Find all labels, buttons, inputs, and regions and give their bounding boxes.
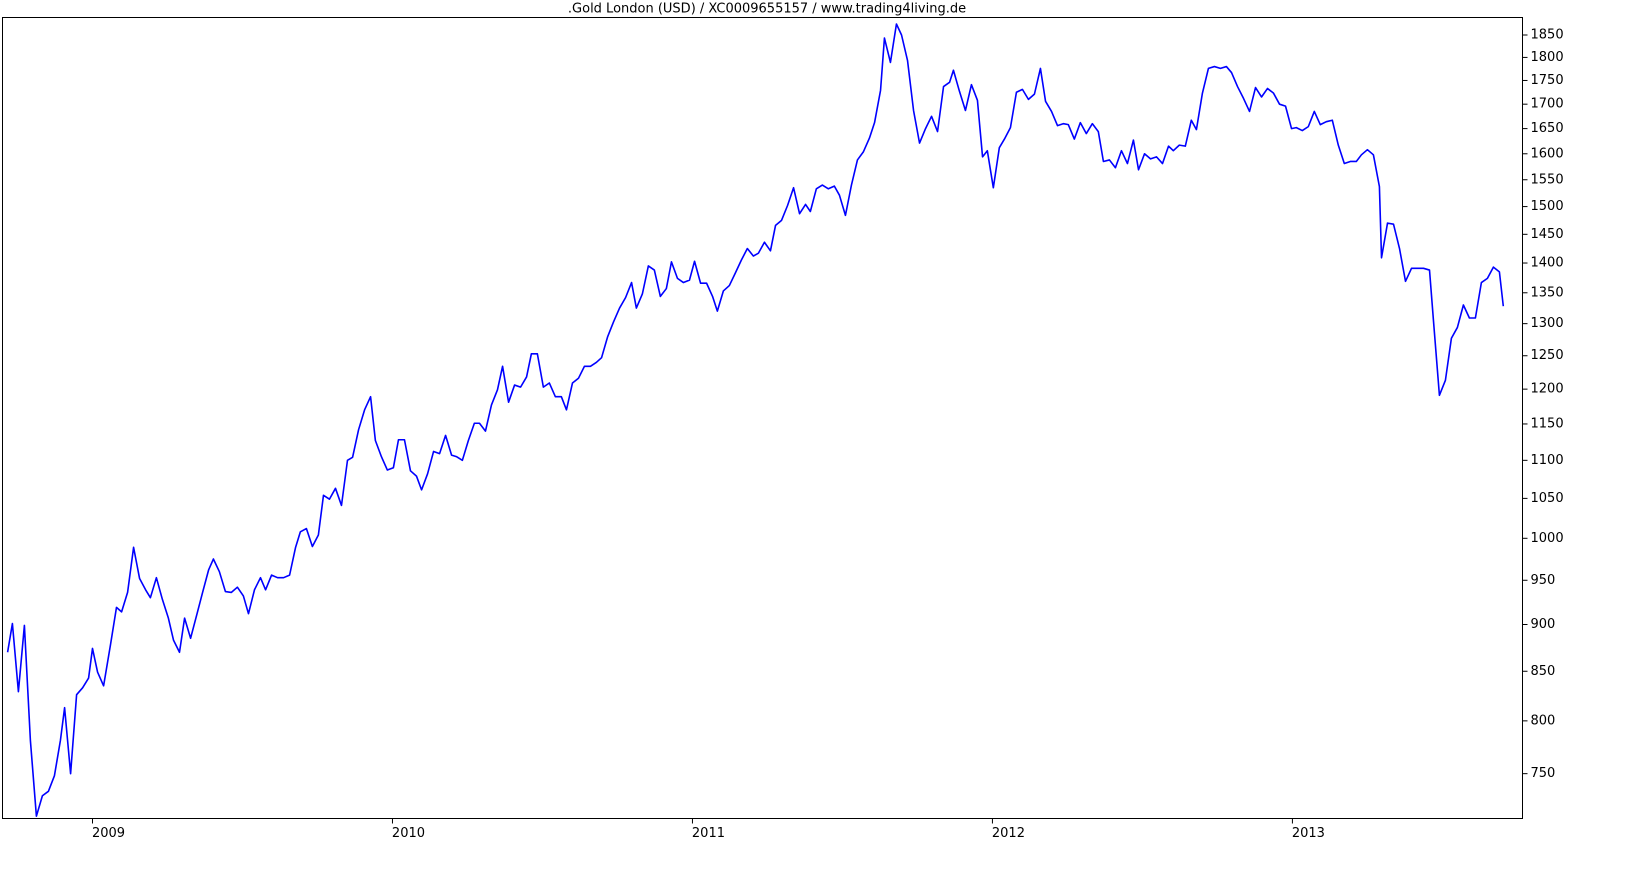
x-tick-label: 2009: [92, 826, 125, 841]
x-tick-label: 2011: [692, 826, 725, 841]
y-tick-label: 1650: [1531, 121, 1564, 136]
plot-frame: [2, 17, 1523, 819]
y-tick-label: 1400: [1531, 256, 1564, 271]
y-tick-label: 1300: [1531, 316, 1564, 331]
y-tick-label: 950: [1531, 573, 1556, 588]
y-tick-label: 1450: [1531, 227, 1564, 242]
y-tick-label: 1000: [1531, 531, 1564, 546]
price-line: [6, 23, 1505, 817]
y-tick-label: 850: [1531, 664, 1556, 679]
x-tick-label: 2012: [992, 826, 1025, 841]
y-tick-label: 1050: [1531, 491, 1564, 506]
y-tick-label: 1250: [1531, 348, 1564, 363]
y-tick-label: 1350: [1531, 285, 1564, 300]
y-tick-label: 1600: [1531, 146, 1564, 161]
y-tick-label: 800: [1531, 713, 1556, 728]
y-tick-label: 1750: [1531, 73, 1564, 88]
y-tick-label: 1550: [1531, 172, 1564, 187]
y-tick-label: 900: [1531, 617, 1556, 632]
chart-title: .Gold London (USD) / XC0009655157 / www.…: [568, 2, 966, 17]
y-tick-label: 1150: [1531, 416, 1564, 431]
y-tick-label: 1850: [1531, 28, 1564, 43]
x-tick-label: 2013: [1292, 826, 1325, 841]
y-tick-label: 1800: [1531, 50, 1564, 65]
y-tick-label: 750: [1531, 766, 1556, 781]
x-tick-label: 2010: [392, 826, 425, 841]
y-tick-label: 1500: [1531, 199, 1564, 214]
y-tick-label: 1700: [1531, 97, 1564, 112]
y-tick-label: 1200: [1531, 382, 1564, 397]
y-tick-label: 1100: [1531, 453, 1564, 468]
